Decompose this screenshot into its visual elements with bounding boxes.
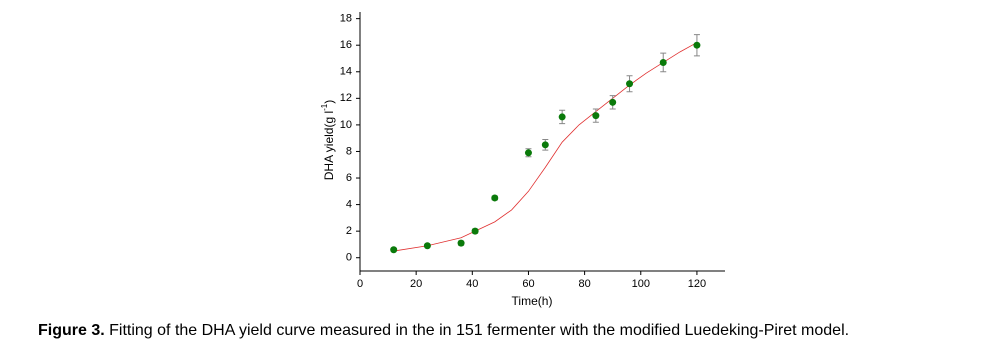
y-tick-label: 14 (340, 66, 352, 78)
data-point (524, 149, 532, 157)
data-point (457, 239, 465, 247)
y-axis-label-end: ) (322, 100, 336, 104)
y-tick-label: 2 (346, 225, 352, 237)
y-tick-label: 8 (346, 145, 352, 157)
x-tick-label: 80 (578, 278, 590, 290)
data-point (592, 112, 600, 120)
x-axis-label: Time(h) (512, 294, 553, 308)
y-tick-label: 10 (340, 119, 352, 131)
data-point (541, 141, 549, 149)
x-tick-label: 100 (632, 278, 650, 290)
x-tick-label: 20 (410, 278, 422, 290)
y-tick-label: 18 (340, 13, 352, 25)
y-tick-label: 4 (346, 198, 352, 210)
data-point (471, 227, 479, 235)
y-tick-label: 6 (346, 172, 352, 184)
data-point (423, 242, 431, 250)
y-tick-label: 0 (346, 252, 352, 264)
data-point (626, 80, 634, 88)
y-axis-label-sup: -1 (320, 103, 329, 111)
data-point (659, 58, 667, 66)
x-tick-label: 120 (688, 278, 706, 290)
y-tick-label: 12 (340, 92, 352, 104)
data-point (558, 113, 566, 121)
caption-text: Fitting of the DHA yield curve measured … (105, 322, 849, 339)
caption-label: Figure 3. (38, 322, 105, 339)
y-axis-label: DHA yield(g l-1) (320, 100, 336, 180)
data-point (693, 41, 701, 49)
x-tick-label: 60 (522, 278, 534, 290)
x-tick-label: 40 (466, 278, 478, 290)
y-tick-label: 16 (340, 39, 352, 51)
data-point (390, 246, 398, 254)
x-tick-label: 0 (357, 278, 363, 290)
caption: Figure 3. Fitting of the DHA yield curve… (38, 322, 849, 339)
data-point (609, 98, 617, 106)
y-axis-label-main: DHA yield(g l (322, 111, 336, 180)
data-point (491, 194, 499, 202)
